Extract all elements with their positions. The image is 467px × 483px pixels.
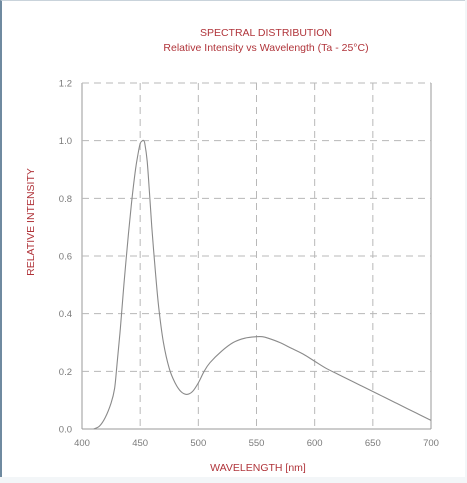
chart-title: SPECTRAL DISTRIBUTION bbox=[200, 27, 332, 39]
x-tick-label: 450 bbox=[132, 438, 148, 449]
plot-area bbox=[93, 139, 432, 430]
y-tick-label: 0.2 bbox=[59, 367, 72, 378]
y-tick-label: 1.2 bbox=[59, 79, 72, 90]
y-tick-label: 0.8 bbox=[59, 194, 72, 205]
grid-lines bbox=[81, 82, 432, 430]
x-tick-label: 500 bbox=[190, 438, 206, 449]
x-tick-label: 400 bbox=[74, 438, 90, 449]
y-axis-label: RELATIVE INTENSITY bbox=[25, 168, 37, 276]
x-tick-label: 550 bbox=[249, 438, 265, 449]
y-tick-label: 0.4 bbox=[59, 309, 72, 320]
y-tick-label: 0.6 bbox=[59, 252, 72, 263]
series-line bbox=[93, 139, 432, 430]
x-tick-label: 600 bbox=[307, 438, 323, 449]
x-axis-label: WAVELENGTH [nm] bbox=[210, 462, 306, 474]
tick-labels: 400 450 500 550 600 650 700 0.0 0.2 0.4 0.6 0.8 1.0 1… bbox=[59, 79, 439, 450]
x-tick-label: 700 bbox=[423, 438, 439, 449]
chart-subtitle: Relative Intensity vs Wavelength (Ta - 2… bbox=[163, 42, 368, 54]
x-tick-label: 650 bbox=[365, 438, 381, 449]
y-tick-label: 1.0 bbox=[59, 136, 72, 147]
y-tick-label: 0.0 bbox=[59, 425, 72, 436]
